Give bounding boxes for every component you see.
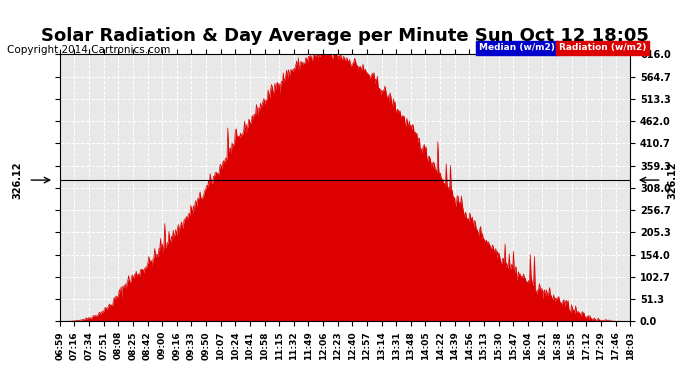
Title: Solar Radiation & Day Average per Minute Sun Oct 12 18:05: Solar Radiation & Day Average per Minute… — [41, 27, 649, 45]
Text: 326.12: 326.12 — [12, 161, 23, 199]
Text: 326.12: 326.12 — [667, 161, 678, 199]
Text: Copyright 2014 Cartronics.com: Copyright 2014 Cartronics.com — [7, 45, 170, 55]
Text: Radiation (w/m2): Radiation (w/m2) — [559, 43, 647, 52]
Text: Median (w/m2): Median (w/m2) — [479, 43, 555, 52]
